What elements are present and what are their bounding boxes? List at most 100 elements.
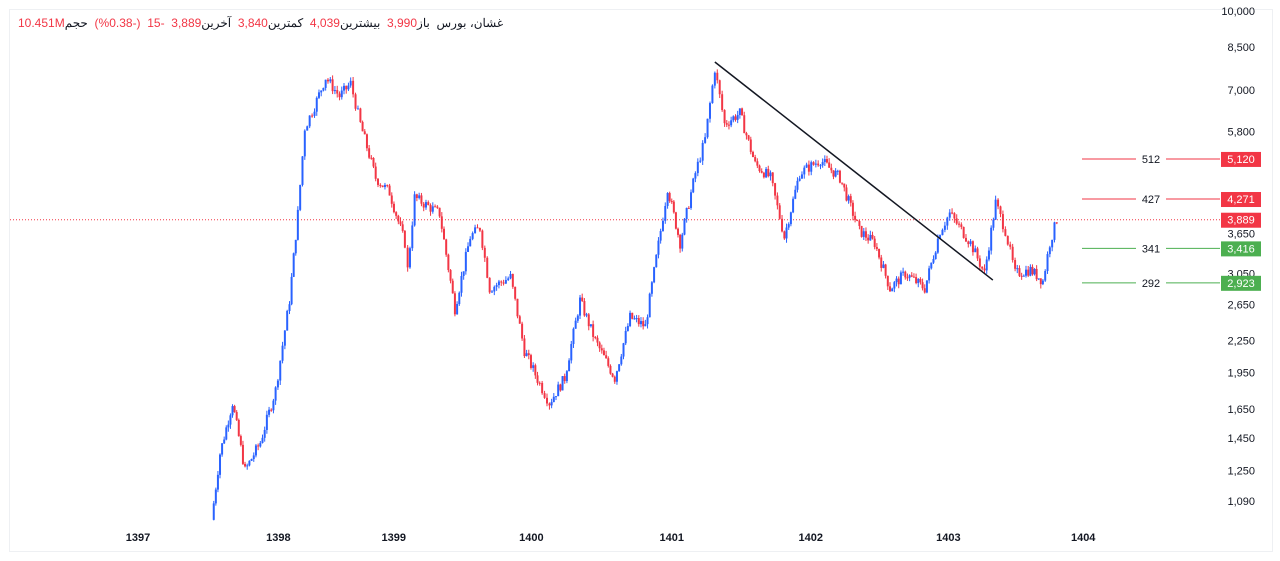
candle-body bbox=[976, 248, 979, 259]
candle-body bbox=[851, 202, 854, 216]
low-value: 3,840 bbox=[237, 16, 268, 30]
candle-body bbox=[1027, 269, 1030, 276]
candle-body bbox=[860, 225, 863, 237]
candle-body bbox=[561, 376, 564, 391]
candle-body bbox=[798, 178, 801, 181]
volume-label: حجم bbox=[64, 16, 88, 30]
y-tick-label: 3,650 bbox=[1227, 229, 1255, 241]
candle-body bbox=[611, 373, 614, 377]
candle-body bbox=[985, 259, 988, 271]
candle-body bbox=[692, 178, 695, 193]
candle-body bbox=[838, 170, 841, 183]
candle-body bbox=[1053, 222, 1056, 240]
candle-body bbox=[928, 268, 931, 281]
candle-body bbox=[736, 114, 739, 120]
candle-body bbox=[921, 282, 924, 289]
candle-body bbox=[527, 353, 530, 356]
candle-body bbox=[948, 212, 951, 218]
x-tick-label: 1398 bbox=[266, 532, 290, 544]
candle-body bbox=[716, 72, 719, 81]
candle-body bbox=[635, 318, 638, 320]
candle-body bbox=[345, 85, 348, 90]
price-tag-label: 5,120 bbox=[1227, 154, 1255, 166]
candle-body bbox=[274, 387, 277, 401]
candle-body bbox=[841, 182, 844, 184]
candle-body bbox=[386, 184, 389, 186]
candle-body bbox=[1016, 268, 1019, 270]
candle-body bbox=[221, 443, 224, 455]
candle-body bbox=[685, 207, 688, 219]
candle-body bbox=[696, 161, 699, 174]
candle-body bbox=[1001, 214, 1004, 230]
candle-body bbox=[294, 239, 297, 254]
candle-body bbox=[514, 286, 517, 299]
candle-body bbox=[338, 93, 341, 98]
candle-body bbox=[292, 253, 295, 277]
candle-body bbox=[406, 247, 409, 268]
candle-body bbox=[587, 314, 590, 327]
candle-body bbox=[637, 318, 640, 325]
level-label: 341 bbox=[1142, 243, 1160, 255]
candle-body bbox=[235, 412, 238, 420]
candle-body bbox=[932, 259, 935, 263]
candle-body bbox=[574, 320, 577, 329]
candle-body bbox=[572, 328, 575, 345]
candle-body bbox=[1025, 269, 1028, 276]
candle-body bbox=[449, 270, 452, 281]
candle-body bbox=[395, 212, 398, 216]
candle-body bbox=[1055, 222, 1058, 224]
candle-body bbox=[543, 393, 546, 398]
candle-body bbox=[711, 85, 714, 104]
candle-body bbox=[743, 115, 746, 134]
y-tick-label: 1,650 bbox=[1227, 404, 1255, 416]
candle-body bbox=[664, 205, 667, 221]
candle-body bbox=[774, 183, 777, 196]
candle-body bbox=[523, 338, 526, 357]
candle-body bbox=[383, 184, 386, 188]
candle-body bbox=[930, 262, 933, 269]
candle-body bbox=[434, 206, 437, 208]
candle-body bbox=[946, 217, 949, 226]
candle-body bbox=[832, 170, 835, 177]
high-value: 4,039 bbox=[309, 16, 340, 30]
candle-body bbox=[456, 303, 459, 315]
candle-body bbox=[778, 205, 781, 219]
candle-body bbox=[340, 90, 343, 98]
candle-body bbox=[1031, 266, 1034, 275]
candle-body bbox=[596, 337, 599, 343]
y-tick-label: 1,250 bbox=[1227, 466, 1255, 478]
candle-body bbox=[810, 162, 813, 172]
candle-body bbox=[420, 195, 423, 204]
candle-body bbox=[602, 350, 605, 356]
candle-body bbox=[303, 130, 306, 157]
candle-body bbox=[534, 365, 537, 376]
candle-body bbox=[672, 201, 675, 213]
candle-body bbox=[365, 134, 368, 149]
level-label: 512 bbox=[1142, 154, 1160, 166]
candle-body bbox=[828, 162, 831, 168]
candle-body bbox=[856, 219, 859, 222]
candle-body bbox=[483, 247, 486, 258]
candle-body bbox=[758, 165, 761, 172]
x-tick-label: 1402 bbox=[799, 532, 823, 544]
chart-frame bbox=[9, 9, 1273, 552]
candle-body bbox=[962, 226, 965, 238]
candle-body bbox=[392, 203, 395, 213]
candle-body bbox=[624, 330, 627, 344]
candle-body bbox=[237, 419, 240, 437]
candle-body bbox=[756, 161, 759, 166]
candle-body bbox=[771, 172, 774, 184]
candle-body bbox=[882, 264, 885, 268]
candle-body bbox=[1037, 278, 1040, 280]
candle-body bbox=[239, 436, 242, 445]
candle-body bbox=[565, 371, 568, 382]
candle-body bbox=[880, 257, 883, 268]
candle-body bbox=[891, 288, 894, 292]
candle-body bbox=[677, 228, 680, 235]
candle-body bbox=[299, 184, 302, 210]
candle-body bbox=[738, 108, 741, 115]
candle-body bbox=[854, 215, 857, 220]
candle-body bbox=[259, 442, 262, 447]
